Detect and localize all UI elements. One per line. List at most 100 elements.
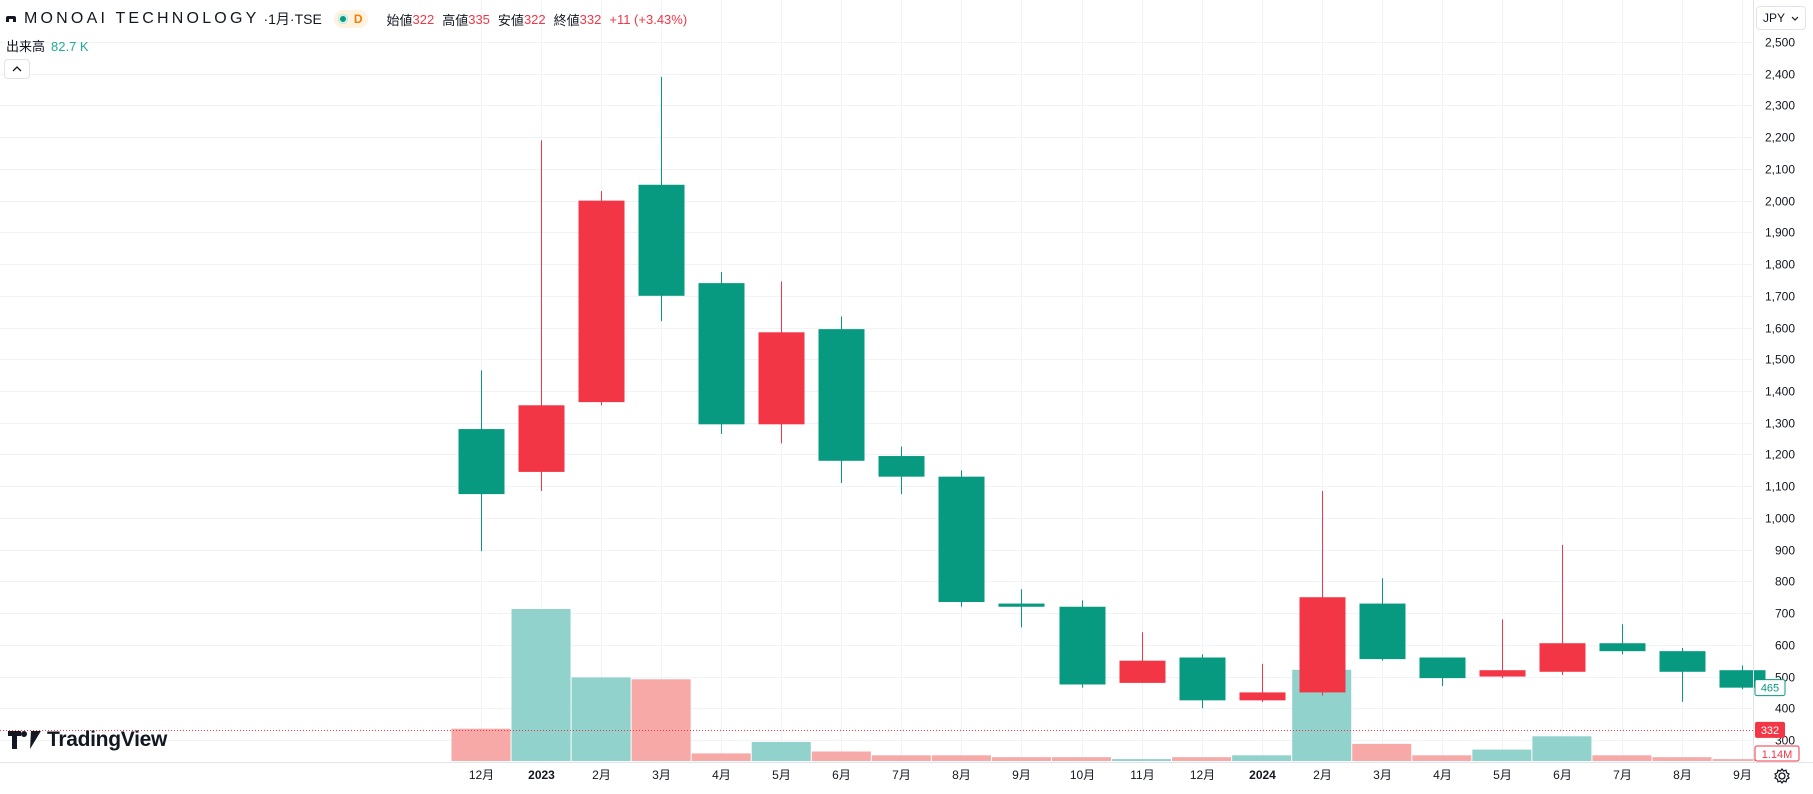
market-status-badge[interactable]: D — [333, 10, 369, 28]
volume-marker-box — [1754, 745, 1800, 762]
x-tick-label: 7月 — [1613, 768, 1632, 782]
y-tick-label: 2,200 — [1765, 131, 1795, 145]
candle — [518, 140, 565, 491]
volume-bar — [931, 755, 991, 761]
volume-bar — [991, 757, 1051, 761]
x-tick-label: 6月 — [832, 768, 851, 782]
price-marker-box — [1754, 679, 1786, 697]
candle-body — [458, 429, 505, 495]
chevron-down-icon — [1791, 16, 1799, 21]
x-tick-label: 6月 — [1553, 768, 1572, 782]
candle — [638, 76, 685, 322]
x-tick-label: 5月 — [1493, 768, 1512, 782]
candle-body — [1599, 643, 1646, 652]
volume-label: 出来高 — [6, 39, 46, 54]
volume-bar — [691, 753, 751, 761]
ohlc-low-value: 322 — [523, 11, 546, 27]
y-tick-label: 1,900 — [1765, 226, 1795, 240]
candle — [1479, 619, 1526, 679]
price-marker-box — [1755, 721, 1785, 738]
ohlc-close-value: 332 — [579, 11, 602, 27]
x-tick-label: 3月 — [652, 768, 671, 782]
candle — [698, 272, 745, 434]
x-tick-label: 9月 — [1012, 768, 1031, 782]
x-tick-label: 4月 — [1433, 768, 1452, 782]
time-axis[interactable]: 12月 2023 2月 3月 4月 5月 6月 7月 8月 9月 10月 11月 12月 2024 2月 3月… — [469, 768, 1752, 782]
volume-marker: 1.14M — [1754, 745, 1800, 762]
currency-label: JPY — [1762, 11, 1785, 25]
volume-bar — [1412, 755, 1472, 761]
y-tick-label: 1,800 — [1765, 258, 1795, 272]
y-tick-label: 2,400 — [1765, 68, 1795, 82]
symbol-chart-icon[interactable] — [6, 15, 18, 23]
volume-bar — [871, 755, 931, 761]
collapse-legend-button[interactable] — [4, 59, 30, 79]
volume-bar — [1051, 757, 1112, 761]
market-open-icon — [337, 14, 348, 24]
symbol-meta: ·1月·TSE — [263, 11, 322, 27]
candle-body — [698, 283, 745, 425]
candle — [938, 470, 985, 607]
candle-body — [938, 476, 985, 602]
x-tick-label: 8月 — [952, 768, 971, 782]
y-tick-label: 1,100 — [1765, 480, 1795, 494]
candle — [1599, 624, 1646, 655]
candle-body — [998, 603, 1045, 607]
volume-bar — [1592, 755, 1652, 761]
candle-body — [878, 456, 925, 477]
currency-selector[interactable]: JPY — [1756, 6, 1806, 30]
x-tick-label: 2023 — [528, 768, 555, 782]
candle — [1299, 490, 1346, 696]
y-tick-label: 1,400 — [1765, 385, 1795, 399]
price-axis-markers: 465 332 1.14M — [1754, 679, 1800, 762]
x-tick-label: 9月 — [1733, 768, 1752, 782]
ohlc-high-label: 高値 — [442, 12, 469, 28]
chevron-up-icon — [12, 66, 22, 72]
tradingview-logo[interactable]: TradingView — [8, 728, 167, 752]
gear-icon[interactable] — [1772, 766, 1792, 786]
y-tick-label: 2,100 — [1765, 163, 1795, 177]
volume-bar — [1652, 757, 1712, 761]
logo-text: TradingView — [47, 728, 168, 751]
y-tick-label: 1,500 — [1765, 353, 1795, 367]
volume-bar — [631, 679, 691, 761]
volume-marker-label: 1.14M — [1762, 749, 1793, 761]
candle-body — [518, 405, 565, 472]
candle-body — [818, 329, 865, 461]
volume-bar — [571, 677, 631, 761]
x-tick-label: 11月 — [1130, 768, 1154, 782]
x-tick-label: 5月 — [772, 768, 791, 782]
candle — [458, 370, 505, 552]
candle — [1419, 657, 1466, 687]
y-tick-label: 1,000 — [1765, 512, 1795, 526]
x-tick-label: 8月 — [1673, 768, 1692, 782]
price-axis[interactable]: 2,500 2,400 2,300 2,200 2,100 2,000 1,900 1,800… — [1765, 36, 1795, 748]
candle-body — [1539, 643, 1586, 672]
y-tick-label: 1,300 — [1765, 417, 1795, 431]
candle — [1059, 600, 1106, 688]
volume-bar — [1172, 757, 1232, 761]
y-tick-label: 1,700 — [1765, 290, 1795, 304]
volume-bar — [751, 742, 811, 761]
x-tick-label: 10月 — [1070, 768, 1095, 782]
volume-bar — [1232, 755, 1292, 761]
price-candles — [458, 76, 1766, 709]
x-tick-label: 2月 — [1313, 768, 1332, 782]
x-tick-label: 2024 — [1249, 768, 1276, 782]
y-tick-label: 700 — [1775, 607, 1795, 621]
volume-bar — [451, 728, 511, 761]
tradingview-mark-icon — [8, 731, 41, 749]
ohlc-open-label: 始値 — [386, 12, 413, 28]
candle — [1539, 544, 1586, 675]
ohlc-high-value: 335 — [468, 11, 490, 27]
candle-body — [1239, 692, 1286, 701]
volume-legend[interactable]: 出来高 82.7 K — [6, 36, 89, 55]
volume-bar — [1112, 759, 1172, 761]
candle-body — [1659, 651, 1706, 672]
volume-bar — [1352, 743, 1412, 761]
x-tick-label: 3月 — [1373, 768, 1392, 782]
symbol-title[interactable]: MONOAI TECHNOLOGY — [24, 10, 260, 27]
candle-body — [1299, 597, 1346, 693]
candle — [818, 316, 865, 484]
